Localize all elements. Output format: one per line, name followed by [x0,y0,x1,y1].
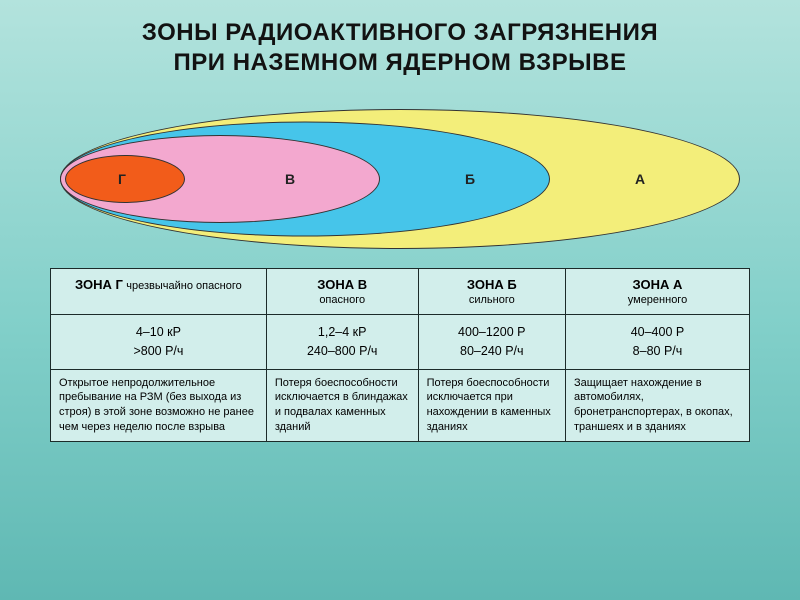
zone-label-a: А [635,171,645,187]
col-header-v: ЗОНА В опасного [266,269,418,315]
zone-sub: сильного [469,294,515,306]
value-line2: 8–80 Р/ч [633,344,683,358]
zone-sub: чрезвычайно опасного [126,280,242,292]
zone-label-b: Б [465,171,475,187]
table-values-row: 4–10 кР >800 Р/ч 1,2–4 кР 240–800 Р/ч 40… [51,315,750,370]
zones-diagram: А Б В Г [60,104,740,254]
value-cell-g: 4–10 кР >800 Р/ч [51,315,267,370]
col-header-g: ЗОНА Г чрезвычайно опасного [51,269,267,315]
desc-cell-b: Потеря боеспособности исключается при на… [418,369,565,441]
value-cell-a: 40–400 Р 8–80 Р/ч [565,315,749,370]
value-line1: 400–1200 Р [458,325,525,339]
desc-cell-v: Потеря боеспособности исключается в блин… [266,369,418,441]
desc-cell-a: Защищает нахождение в автомобилях, броне… [565,369,749,441]
value-line2: >800 Р/ч [133,344,183,358]
value-cell-v: 1,2–4 кР 240–800 Р/ч [266,315,418,370]
zone-name: ЗОНА А [633,277,683,292]
zone-label-g: Г [118,171,126,187]
title-line-1: ЗОНЫ РАДИОАКТИВНОГО ЗАГРЯЗНЕНИЯ [40,18,760,48]
value-line1: 4–10 кР [136,325,181,339]
page-title: ЗОНЫ РАДИОАКТИВНОГО ЗАГРЯЗНЕНИЯ ПРИ НАЗЕ… [0,0,800,86]
value-cell-b: 400–1200 Р 80–240 Р/ч [418,315,565,370]
zones-table: ЗОНА Г чрезвычайно опасного ЗОНА В опасн… [50,268,750,442]
table-header-row: ЗОНА Г чрезвычайно опасного ЗОНА В опасн… [51,269,750,315]
value-line2: 240–800 Р/ч [307,344,377,358]
value-line1: 40–400 Р [631,325,685,339]
zone-label-v: В [285,171,295,187]
col-header-a: ЗОНА А умеренного [565,269,749,315]
zones-table-wrap: ЗОНА Г чрезвычайно опасного ЗОНА В опасн… [50,268,750,442]
zone-name: ЗОНА В [317,277,367,292]
desc-cell-g: Открытое непродолжительное пребывание на… [51,369,267,441]
zone-sub: опасного [319,294,365,306]
value-line2: 80–240 Р/ч [460,344,524,358]
table-desc-row: Открытое непродолжительное пребывание на… [51,369,750,441]
zone-sub: умеренного [628,294,687,306]
col-header-b: ЗОНА Б сильного [418,269,565,315]
value-line1: 1,2–4 кР [318,325,367,339]
zone-name: ЗОНА Б [467,277,517,292]
zone-name: ЗОНА Г [75,277,123,292]
title-line-2: ПРИ НАЗЕМНОМ ЯДЕРНОМ ВЗРЫВЕ [40,48,760,78]
